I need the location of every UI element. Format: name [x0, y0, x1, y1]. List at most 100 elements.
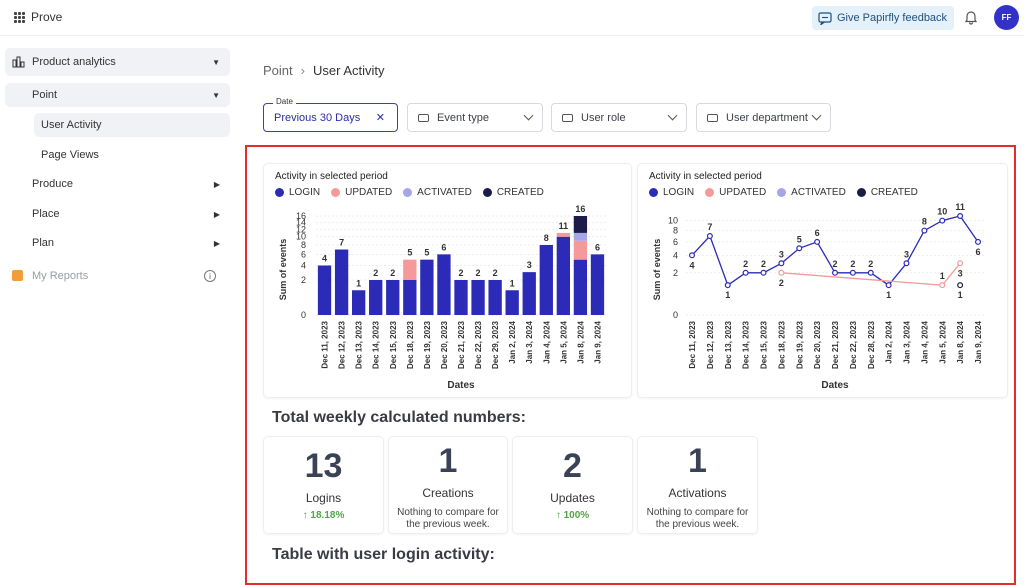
info-icon[interactable]: i — [204, 270, 216, 282]
legend-dot — [482, 188, 492, 197]
legend-dot — [649, 188, 658, 197]
tag-icon — [418, 113, 429, 122]
tag-icon — [707, 113, 718, 122]
sidebar-item-page-views[interactable]: Page Views — [34, 143, 230, 167]
legend-created[interactable]: CREATED — [856, 187, 918, 198]
legend-login[interactable]: LOGIN — [649, 187, 694, 198]
sidebar-label: My Reports — [32, 270, 89, 282]
point-login — [975, 238, 982, 245]
x-tick-label: Jan 2, 2024 — [508, 320, 517, 363]
sidebar-label: Plan — [32, 237, 55, 249]
x-tick-label: Dec 15, 2023 — [389, 320, 398, 369]
data-label: 1 — [356, 278, 361, 288]
feedback-button[interactable]: Give Papirfly feedback — [812, 6, 954, 30]
bar-chart-icon — [12, 56, 25, 68]
caret-down-icon: ▼ — [212, 90, 220, 100]
sidebar-item-plan[interactable]: Plan ▶ — [5, 231, 230, 255]
y-tick-label: 8 — [673, 226, 678, 236]
legend-activated[interactable]: ACTIVATED — [403, 187, 472, 198]
weekly-title: Total weekly calculated numbers: — [272, 409, 527, 426]
data-label: 2 — [850, 259, 855, 269]
bar-login — [522, 272, 536, 315]
app-launcher[interactable]: Prove — [14, 10, 62, 24]
sidebar-item-produce[interactable]: Produce ▶ — [5, 172, 230, 196]
legend-dot — [856, 188, 866, 197]
data-label: 1 — [940, 271, 945, 281]
chevron-down-icon — [667, 110, 678, 121]
legend-updated[interactable]: UPDATED — [705, 187, 766, 198]
legend-activated[interactable]: ACTIVATED — [777, 187, 846, 198]
legend-dot — [777, 188, 787, 197]
caret-right-icon: ▶ — [213, 179, 220, 189]
user-role-label: User role — [581, 111, 626, 124]
chevron-down-icon — [811, 110, 822, 121]
bar-login — [351, 290, 366, 315]
grid-icon — [14, 11, 25, 23]
breadcrumb-current: User Activity — [312, 63, 385, 78]
legend-dot — [403, 188, 413, 197]
sidebar-label: User Activity — [41, 119, 102, 131]
stat-delta-value: 100% — [563, 510, 590, 521]
app-name: Prove — [31, 10, 63, 24]
stat-delta: ↑ 18.18% — [264, 510, 383, 521]
date-filter-value: Previous 30 Days — [274, 111, 361, 124]
sidebar-item-user-activity[interactable]: User Activity — [34, 113, 230, 137]
legend-dot — [275, 188, 284, 197]
sidebar-item-place[interactable]: Place ▶ — [5, 202, 230, 226]
bar-login — [334, 249, 349, 315]
data-label: 2 — [476, 268, 481, 278]
bar-updated — [556, 232, 571, 237]
point-updated — [939, 282, 946, 289]
point-login — [849, 269, 856, 276]
legend-created[interactable]: CREATED — [482, 187, 544, 198]
point-login — [760, 269, 767, 276]
sidebar-label: Place — [32, 208, 60, 220]
stat-label: Logins — [305, 491, 342, 505]
sidebar-item-my-reports[interactable]: My Reports i — [5, 264, 230, 288]
event-type-label: Event type — [437, 111, 489, 124]
bar-login — [437, 254, 451, 315]
user-role-filter[interactable]: User role — [551, 103, 687, 132]
arrow-up-icon: ↑ — [555, 510, 561, 521]
x-tick-label: Dec 20, 2023 — [440, 320, 449, 369]
legend-label: CREATED — [496, 187, 544, 198]
bar-login — [556, 236, 571, 315]
x-tick-label: Dec 18, 2023 — [406, 320, 415, 369]
data-label: 3 — [904, 249, 909, 259]
data-label: 2 — [779, 278, 784, 288]
event-type-filter[interactable]: Event type — [407, 103, 543, 132]
date-filter[interactable]: Date Previous 30 Days ✕ — [263, 97, 398, 132]
breadcrumb-point[interactable]: Point — [263, 63, 293, 78]
legend-updated[interactable]: UPDATED — [331, 187, 392, 198]
x-tick-label: Jan 8, 2024 — [956, 320, 965, 363]
x-tick-label: Dec 18, 2023 — [777, 320, 786, 369]
bar-login — [403, 279, 417, 315]
clear-icon[interactable]: ✕ — [375, 112, 385, 124]
chart-legend: LOGIN UPDATED ACTIVATED CREATED — [649, 187, 918, 198]
stat-delta-value: 18.18% — [310, 510, 345, 521]
data-label: 5 — [424, 248, 429, 258]
x-tick-label: Jan 8, 2024 — [576, 320, 585, 363]
line-chart-card: Activity in selected period LOGIN UPDATE… — [637, 163, 1008, 398]
stat-card-activations: 1 Activations Nothing to compare for the… — [637, 436, 758, 534]
bell-icon[interactable] — [963, 9, 979, 25]
avatar[interactable]: FF — [994, 5, 1019, 30]
sidebar-label: Produce — [32, 178, 73, 190]
data-label: 2 — [373, 268, 378, 278]
point-updated — [778, 269, 785, 276]
legend-label: UPDATED — [719, 187, 767, 198]
x-tick-label: Jan 3, 2024 — [525, 320, 534, 363]
x-tick-label: Dec 12, 2023 — [706, 320, 715, 369]
stat-note: Nothing to compare for the previous week… — [646, 507, 749, 530]
y-tick-label: 2 — [301, 275, 306, 285]
user-department-filter[interactable]: User department — [696, 103, 831, 132]
x-tick-label: Dec 15, 2023 — [760, 320, 769, 369]
legend-login[interactable]: LOGIN — [275, 187, 320, 198]
chat-icon — [818, 11, 832, 25]
chart-title: Activity in selected period — [649, 171, 762, 182]
sidebar-item-product-analytics[interactable]: Product analytics ▼ — [5, 48, 230, 76]
data-label: 7 — [339, 238, 344, 248]
x-tick-label: Jan 2, 2024 — [885, 320, 894, 363]
bar-login — [488, 279, 502, 315]
sidebar-item-point[interactable]: Point ▼ — [5, 83, 230, 107]
